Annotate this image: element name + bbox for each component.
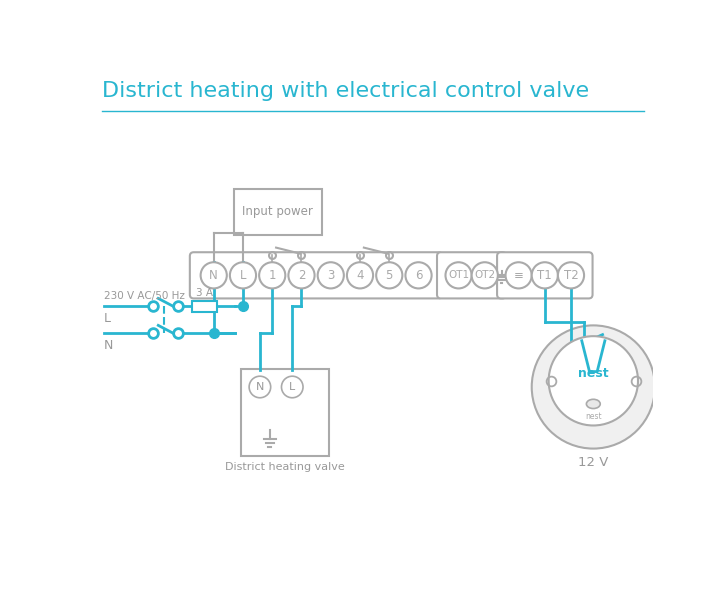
Circle shape	[558, 262, 584, 289]
Circle shape	[446, 262, 472, 289]
Circle shape	[376, 262, 403, 289]
Text: 3 A: 3 A	[196, 289, 213, 298]
Text: N: N	[256, 382, 264, 392]
Text: N: N	[210, 269, 218, 282]
Circle shape	[317, 262, 344, 289]
Text: 2: 2	[298, 269, 305, 282]
Text: L: L	[240, 269, 246, 282]
Circle shape	[549, 336, 638, 425]
FancyBboxPatch shape	[192, 301, 217, 311]
FancyBboxPatch shape	[497, 252, 593, 298]
Text: OT1: OT1	[448, 270, 469, 280]
Text: District heating with electrical control valve: District heating with electrical control…	[102, 81, 589, 100]
Text: 4: 4	[356, 269, 364, 282]
FancyBboxPatch shape	[234, 189, 322, 235]
FancyBboxPatch shape	[190, 252, 443, 298]
Text: 12 V: 12 V	[578, 456, 609, 469]
Text: nest: nest	[578, 366, 609, 380]
Circle shape	[249, 376, 271, 398]
FancyBboxPatch shape	[242, 368, 329, 456]
Text: nest: nest	[585, 412, 601, 421]
FancyBboxPatch shape	[437, 252, 506, 298]
Text: OT2: OT2	[474, 270, 495, 280]
Text: ≡: ≡	[514, 269, 523, 282]
Text: T2: T2	[563, 269, 578, 282]
Text: 1: 1	[269, 269, 276, 282]
Circle shape	[531, 326, 655, 448]
Circle shape	[472, 262, 498, 289]
Text: 230 V AC/50 Hz: 230 V AC/50 Hz	[103, 290, 184, 301]
Circle shape	[505, 262, 531, 289]
Text: 3: 3	[327, 269, 334, 282]
Text: 5: 5	[386, 269, 393, 282]
Circle shape	[531, 262, 558, 289]
Text: T1: T1	[537, 269, 552, 282]
Circle shape	[347, 262, 373, 289]
Text: N: N	[103, 339, 113, 352]
Circle shape	[201, 262, 227, 289]
Circle shape	[259, 262, 285, 289]
Circle shape	[282, 376, 303, 398]
Circle shape	[405, 262, 432, 289]
Ellipse shape	[586, 399, 601, 409]
Text: L: L	[289, 382, 296, 392]
Text: L: L	[103, 312, 111, 326]
Circle shape	[288, 262, 314, 289]
Text: Input power: Input power	[242, 206, 313, 219]
Text: District heating valve: District heating valve	[226, 463, 345, 472]
Circle shape	[230, 262, 256, 289]
Text: 6: 6	[415, 269, 422, 282]
